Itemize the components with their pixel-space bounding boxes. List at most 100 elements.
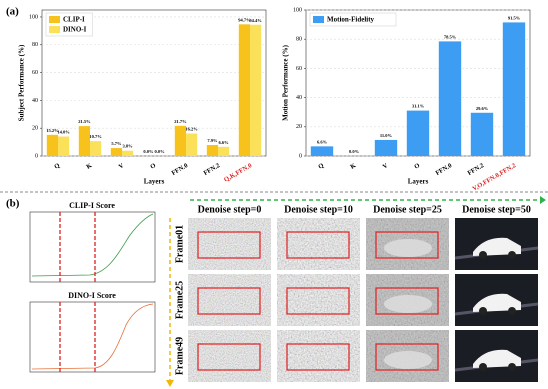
- y-tick-label: 80: [296, 37, 302, 43]
- value-label: 0.0%: [155, 149, 166, 154]
- car-shape: [473, 237, 521, 256]
- frame-label: Frame49: [174, 337, 185, 375]
- x-tick-label: K: [349, 162, 357, 171]
- step-label: Denoise step=50: [462, 204, 531, 215]
- noise-image: [277, 330, 360, 382]
- step-label: Denoise step=25: [373, 204, 442, 215]
- wheel: [479, 307, 487, 315]
- y-tick-label: 60: [296, 66, 302, 72]
- value-label: 10.7%: [89, 134, 102, 139]
- value-label: 6.6%: [219, 140, 230, 145]
- bar: [406, 110, 430, 156]
- bar: [470, 112, 494, 156]
- wheel: [508, 251, 516, 259]
- noise-image: [188, 274, 271, 326]
- legend-swatch: [313, 16, 324, 23]
- legend-label: DINO-I: [63, 26, 87, 34]
- value-label: 0.0%: [349, 149, 360, 154]
- bar: [374, 139, 398, 156]
- bar: [206, 145, 218, 156]
- x-tick-label: FFN.2: [466, 162, 485, 177]
- bar: [122, 150, 134, 156]
- bar: [310, 146, 334, 156]
- wheel: [508, 363, 516, 371]
- value-label: 78.5%: [444, 34, 457, 39]
- value-label: 5.7%: [111, 141, 122, 146]
- bar: [238, 24, 250, 157]
- value-label: 11.0%: [380, 133, 393, 138]
- value-label: 21.5%: [78, 119, 91, 124]
- legend-label: Motion-Fidelity: [327, 16, 375, 24]
- x-tick-label: O: [413, 162, 421, 171]
- panel-label: (b): [6, 198, 20, 210]
- x-tick-label: Q,K,FFN.0: [223, 162, 253, 183]
- car-shape: [384, 239, 432, 257]
- y-tick-label: 0: [35, 153, 38, 159]
- bar: [502, 22, 526, 156]
- bar: [218, 146, 230, 156]
- frame-label: Frame01: [174, 225, 185, 263]
- red-box: [375, 287, 439, 315]
- step-label: Denoise step=10: [284, 204, 353, 215]
- value-label: 21.7%: [174, 119, 187, 124]
- bar: [438, 41, 462, 156]
- legend-swatch: [49, 16, 60, 23]
- bar: [186, 133, 198, 156]
- value-label: 0.0%: [143, 149, 154, 154]
- noise-image: [277, 218, 360, 270]
- y-tick-label: 20: [32, 126, 38, 132]
- x-tick-label: FFN.0: [170, 162, 189, 177]
- red-box: [286, 287, 350, 315]
- legend-swatch: [49, 26, 60, 33]
- red-box: [286, 343, 350, 371]
- step-label: Denoise step=0: [198, 204, 262, 215]
- x-tick-label: FFN.2: [202, 162, 221, 177]
- legend-label: CLIP-I: [63, 16, 85, 24]
- value-label: 3.8%: [123, 144, 134, 149]
- noise-image: [277, 274, 360, 326]
- bar: [250, 24, 262, 157]
- y-tick-label: 100: [293, 7, 302, 13]
- y-axis-label: Subject Performance (%): [18, 44, 26, 121]
- car-shape: [473, 349, 521, 368]
- y-tick-label: 60: [32, 70, 38, 76]
- red-box: [286, 231, 350, 259]
- curve: [31, 213, 154, 277]
- frame-grid: Denoise step=0 Denoise step=10 Denoise ste…: [174, 204, 539, 382]
- bar: [78, 126, 90, 156]
- score-curves: CLIP-I Score DINO-I Score: [29, 201, 156, 373]
- y-tick-label: 80: [32, 42, 38, 48]
- y-tick-label: 20: [296, 124, 302, 130]
- wheel: [508, 307, 516, 315]
- x-tick-label: Q: [317, 162, 325, 171]
- curve-title: CLIP-I Score: [69, 201, 115, 210]
- red-box: [375, 231, 439, 259]
- bar: [46, 134, 58, 156]
- value-label: 6.6%: [317, 139, 328, 144]
- y-tick-label: 0: [299, 153, 302, 159]
- y-axis-label: Motion Performance (%): [282, 44, 290, 120]
- x-axis-label: Layers: [144, 178, 165, 186]
- x-tick-label: V: [382, 162, 390, 171]
- curve: [31, 303, 154, 370]
- y-tick-label: 40: [32, 98, 38, 104]
- arrow-head: [540, 196, 546, 204]
- x-tick-label: FFN.0: [434, 162, 453, 177]
- x-tick-label: Q: [53, 162, 61, 171]
- bar: [58, 136, 70, 156]
- x-tick-label: K: [85, 162, 93, 171]
- value-label: 94.4%: [249, 18, 262, 23]
- value-label: 91.5%: [508, 15, 521, 20]
- legend-box: [309, 12, 397, 27]
- car-shape: [473, 293, 521, 312]
- car-shape: [384, 295, 432, 313]
- frame-label: Frame25: [174, 281, 185, 319]
- value-label: 31.1%: [412, 104, 425, 109]
- curve-frame: [29, 211, 156, 283]
- value-label: 16.2%: [185, 127, 198, 132]
- red-box: [197, 231, 261, 259]
- curve-frame: [29, 301, 156, 373]
- value-label: 15.2%: [46, 128, 59, 133]
- bar: [174, 125, 186, 156]
